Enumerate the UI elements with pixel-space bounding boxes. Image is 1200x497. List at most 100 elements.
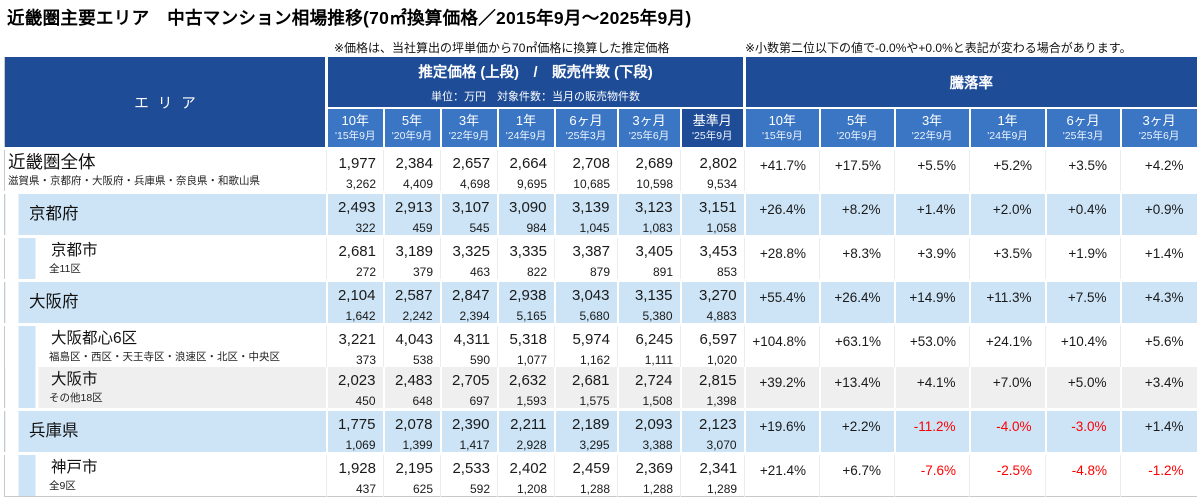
period-date: '22年9月	[448, 130, 490, 142]
period-label: 5年	[846, 113, 868, 128]
price-count-cell: 3,270 4,883	[679, 279, 745, 325]
table-row: 京都府 2,493 322 2,913 459 3,107 545 3,090 984 3,139…	[4, 191, 1197, 237]
period-date: '24年9月	[505, 130, 547, 142]
rate-value: +5.6%	[1120, 323, 1197, 367]
price-value: 2,459	[572, 460, 610, 477]
price-value: 1,775	[337, 416, 376, 433]
table-row: 大阪市 その他18区 2,023 450 2,483 648 2,705 697 2,632 1,…	[4, 367, 1197, 410]
price-value: 2,123	[699, 416, 737, 433]
listing-count: 1,593	[516, 394, 547, 408]
listing-count: 1,289	[707, 482, 738, 496]
price-value: 2,681	[338, 243, 376, 260]
price-count-cell: 2,195 625	[383, 452, 441, 497]
period-date: '24年9月	[987, 130, 1028, 142]
area-cell: 大阪都心6区 福島区・西区・天王寺区・浪速区・北区・中央区	[4, 323, 327, 367]
price-count-cell: 3,123 1,083	[616, 191, 681, 237]
price-count-cell: 2,493 322	[325, 191, 384, 237]
area-subtitle: 福島区・西区・天王寺区・浪速区・北区・中央区	[49, 351, 280, 363]
rate-value: +24.1%	[969, 323, 1046, 367]
listing-count: 1,417	[459, 438, 490, 452]
table-row: 神戸市 全9区 1,928 437 2,195 625 2,533 592 2,402 1,208…	[4, 452, 1197, 497]
price-count-cell: 2,708 10,685	[554, 147, 618, 193]
table-row: 京都市 全11区 2,681 272 3,189 379 3,325 463 3,335 822 3…	[4, 235, 1197, 281]
price-count-cell: 2,123 3,070	[679, 408, 745, 454]
period-label: 6ヶ月	[1066, 113, 1100, 128]
price-value: 3,123	[634, 199, 673, 216]
rate-value: +11.3%	[968, 279, 1046, 325]
price-count-cell: 2,847 2,394	[439, 279, 498, 325]
price-count-cell: 5,974 1,162	[554, 323, 618, 367]
price-value: 2,078	[394, 416, 433, 433]
price-value: 3,453	[699, 243, 738, 260]
price-count-cell: 2,341 1,289	[679, 452, 745, 497]
table-row: 大阪府 2,104 1,642 2,587 2,242 2,847 2,394 2,938 5,…	[4, 279, 1197, 325]
price-group-title: 推定価格 (上段) / 販売件数 (下段)	[418, 64, 653, 81]
price-value: 3,335	[509, 243, 547, 260]
rate-value: -3.0%	[1044, 408, 1121, 454]
listing-count: 592	[469, 482, 490, 496]
area-header-cell: エリア	[4, 57, 328, 149]
area-cell: 京都市 全11区	[4, 235, 327, 281]
price-count-cell: 2,093 3,388	[616, 408, 681, 454]
period-label: 基準月	[692, 113, 732, 128]
listing-count: 1,288	[642, 482, 673, 496]
price-period-header: 3年 '22年9月	[439, 107, 498, 149]
rate-value: +19.6%	[743, 408, 820, 454]
rate-value: +5.5%	[894, 147, 970, 193]
price-count-cell: 3,335 822	[497, 235, 555, 281]
price-group-subtitle: 単位：万円 対象件数：当月の販売物件数	[431, 90, 641, 103]
rate-period-header: 3年 '22年9月	[893, 107, 970, 149]
listing-count: 1,642	[345, 309, 376, 323]
period-header-row: 10年 '15年9月 5年 '20年9月 3年 '22年9月 1年 '24年9月 6ヶ月 '25年…	[5, 107, 1197, 149]
listing-count: 9,695	[516, 177, 547, 191]
period-date: '25年6月	[628, 130, 670, 142]
rate-value: +1.4%	[1120, 235, 1197, 281]
listing-count: 590	[469, 353, 490, 367]
period-label: 1年	[997, 113, 1018, 128]
price-count-cell: 3,325 463	[440, 235, 498, 281]
period-label: 5年	[401, 113, 423, 128]
rate-value: +8.3%	[819, 235, 895, 281]
area-cell: 京都府	[4, 191, 327, 237]
rate-value: -4.8%	[1045, 452, 1121, 497]
price-value: 3,387	[572, 243, 610, 260]
rate-value: +3.5%	[969, 235, 1046, 281]
rate-value: +3.4%	[1119, 367, 1197, 410]
price-value: 2,938	[508, 287, 547, 304]
listing-count: 822	[526, 265, 547, 279]
price-value: 2,657	[452, 155, 490, 172]
price-value: 5,318	[509, 331, 547, 348]
price-value: 3,405	[635, 243, 673, 260]
listing-count: 853	[717, 265, 738, 279]
price-count-cell: 2,632 1,593	[496, 367, 555, 410]
period-label: 10年	[341, 113, 369, 128]
area-cell: 大阪府	[4, 279, 327, 325]
price-value: 6,597	[699, 331, 738, 348]
price-value: 3,135	[634, 287, 673, 304]
price-value: 2,211	[510, 416, 547, 433]
listing-count: 10,685	[573, 177, 610, 191]
rate-value: +28.8%	[744, 235, 820, 281]
price-note: ※価格は、当社算出の坪単価から70㎡価格に換算した推定価格	[334, 41, 670, 55]
listing-count: 3,388	[642, 438, 673, 452]
rate-period-header: 10年 '15年9月	[743, 107, 820, 149]
listing-count: 373	[355, 353, 376, 367]
listing-count: 5,380	[642, 309, 673, 323]
listing-count: 697	[469, 394, 490, 408]
price-value: 3,043	[571, 287, 610, 304]
price-value: 2,483	[394, 372, 433, 389]
rate-value: +21.4%	[744, 452, 820, 497]
price-value: 2,384	[395, 155, 433, 172]
area-name: 大阪府	[29, 293, 79, 311]
listing-count: 648	[412, 394, 433, 408]
rate-value: +0.4%	[1044, 191, 1121, 237]
listing-count: 625	[412, 482, 433, 496]
listing-count: 5,165	[516, 309, 547, 323]
price-count-cell: 3,453 853	[679, 235, 745, 281]
listing-count: 9,534	[707, 177, 738, 191]
listing-count: 4,698	[459, 177, 490, 191]
price-value: 2,681	[571, 372, 610, 389]
listing-count: 3,295	[579, 438, 610, 452]
period-date: '15年9月	[762, 130, 803, 142]
